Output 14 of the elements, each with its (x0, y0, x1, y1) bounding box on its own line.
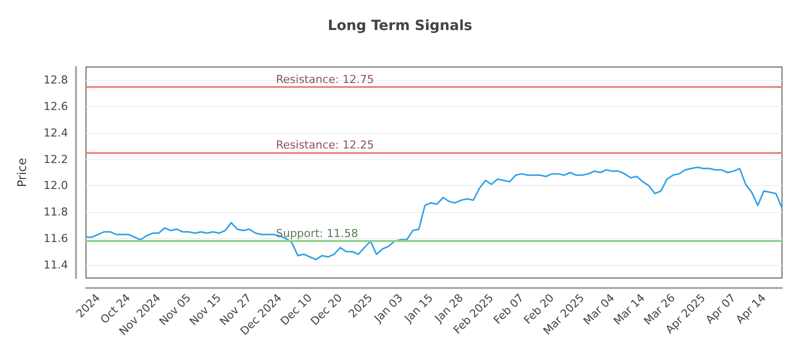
y-tick-label: 11.8 (44, 206, 68, 219)
y-tick-label: 12.4 (44, 126, 68, 140)
ref-line-label: Resistance: 12.75 (276, 72, 374, 86)
y-tick-label: 11.4 (44, 258, 68, 272)
y-axis-title: Price (15, 158, 29, 188)
y-tick-label: 12.0 (44, 179, 68, 192)
y-tick-label: 12.2 (44, 152, 68, 166)
y-tick-label: 12.8 (44, 74, 68, 87)
ref-line-label: Support: 11.58 (276, 227, 358, 240)
chart-title: Long Term Signals (328, 18, 472, 34)
line-series (85, 166, 783, 260)
ref-line-label: Resistance: 12.25 (276, 138, 374, 152)
y-tick-label: 12.6 (44, 100, 68, 114)
y-tick-label: 11.6 (44, 232, 68, 245)
